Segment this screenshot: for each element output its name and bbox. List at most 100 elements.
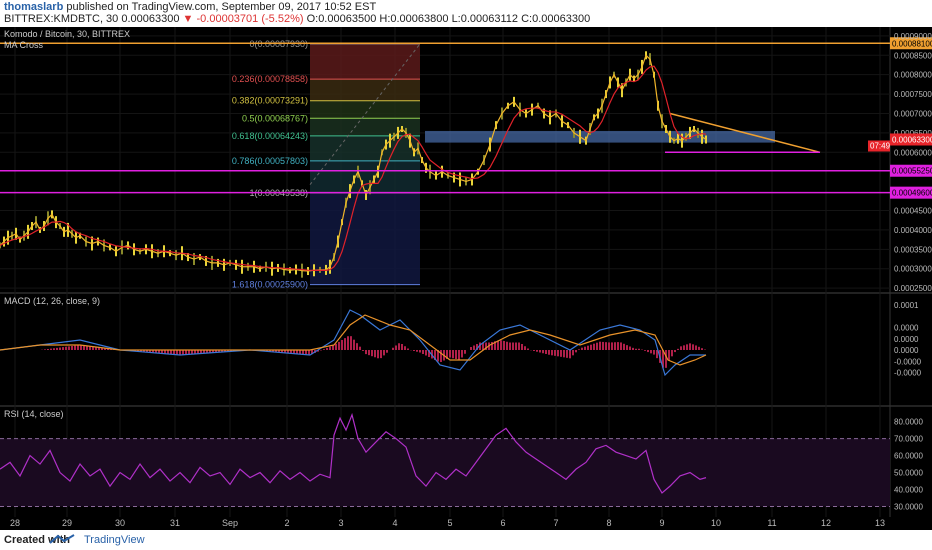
level-price-label: 0.00049600 [892, 189, 932, 198]
macd-tick-label: 0.0000 [894, 346, 919, 355]
level-price-tag [890, 37, 932, 50]
fib-zone [310, 100, 420, 119]
macd-pane-title: MACD (12, 26, close, 9) [4, 296, 100, 306]
level-price-tag [890, 164, 932, 177]
publish-info: published on TradingView.com, September … [66, 1, 377, 13]
fib-zone [310, 135, 420, 161]
rsi-tick-label: 80.0000 [894, 418, 923, 427]
descending-trendline [669, 112, 821, 154]
last-price: 0.00063300 [121, 13, 180, 25]
chart-canvas[interactable]: 0(0.00087930)0.236(0.00078858)0.382(0.00… [0, 27, 932, 530]
open-value: O:0.00063500 [306, 13, 377, 25]
tradingview-logo-icon [49, 534, 75, 544]
fib-zone [310, 160, 420, 193]
tradingview-brand[interactable]: TradingView [84, 534, 145, 546]
fib-zone [310, 118, 420, 136]
last-price-tag-label: 0.00063300 [892, 135, 932, 144]
countdown-tag [868, 140, 890, 152]
price-series [0, 51, 707, 278]
time-tick-label: 28 [10, 518, 20, 528]
fib-zone [310, 43, 420, 80]
time-tick-label: 12 [821, 518, 831, 528]
rsi-band-fill [0, 438, 890, 507]
rsi-tick-label: 40.0000 [894, 486, 923, 495]
down-arrow-icon: ▼ [182, 13, 194, 25]
chart-header: thomaslarb published on TradingView.com,… [0, 0, 932, 27]
author-link[interactable]: thomaslarb [4, 1, 64, 13]
time-axis: 28 29 30 31 Sep 2 3 4 5 6 7 8 9 10 11 12 13 [10, 518, 885, 528]
ma-cross-title: MA Cross [4, 40, 44, 50]
time-tick-label: 6 [500, 518, 505, 528]
time-tick-label: 9 [659, 518, 664, 528]
low-value: L:0.00063112 [451, 13, 519, 25]
time-tick-label: 2 [284, 518, 289, 528]
macd-tick-label: 0.0000 [894, 324, 919, 333]
time-tick-label: 29 [62, 518, 72, 528]
time-tick-label: 31 [170, 518, 180, 528]
rsi-line [0, 412, 707, 494]
time-tick-label: 5 [447, 518, 452, 528]
rsi-tick-label: 30.0000 [894, 503, 923, 512]
high-value: H:0.00063800 [379, 13, 449, 25]
chart-footer: Created with TradingView [0, 530, 932, 550]
countdown-label: 07:49 [870, 141, 891, 150]
fib-level-label: 0.786(0.00057803) [232, 156, 308, 166]
fib-level-label: 1.618(0.00025900) [232, 280, 308, 290]
time-tick-label: 13 [875, 518, 885, 528]
ma-fast-line [0, 54, 707, 272]
macd-tick-label: -0.0000 [894, 369, 922, 378]
fib-level-label: 0.382(0.00073291) [232, 96, 308, 106]
level-price-label: 0.00088100 [892, 39, 932, 48]
horizontal-levels[interactable]: 0.00088100 0.00055250 0.00049600 [0, 37, 932, 199]
time-tick-label: 11 [767, 518, 776, 528]
level-price-tag [890, 186, 932, 199]
macd-pane [0, 309, 707, 377]
rsi-tick-label: 50.0000 [894, 469, 923, 478]
fib-zone [310, 79, 420, 101]
fib-level-label: 0.236(0.00078858) [232, 74, 308, 84]
support-zone-box [425, 130, 775, 143]
time-tick-label: 30 [115, 518, 125, 528]
macd-line [0, 309, 706, 377]
macd-tick-label: 0.0000 [894, 335, 919, 344]
publish-line: thomaslarb published on TradingView.com,… [4, 1, 376, 13]
rsi-tick-label: 60.0000 [894, 452, 923, 461]
symbol-label: BITTREX:KMDBTC, 30 [4, 13, 119, 25]
macd-tick-label: -0.0000 [894, 357, 922, 366]
ohlc-line: BITTREX:KMDBTC, 30 0.00063300 ▼ -0.00003… [4, 13, 590, 25]
time-tick-label: Sep [222, 518, 238, 528]
created-with-label: Created with [4, 534, 71, 546]
close-value: C:0.00063300 [521, 13, 591, 25]
macd-tick-label: 0.0001 [894, 301, 919, 310]
time-tick-label: 10 [711, 518, 721, 528]
ma-slow-line [0, 65, 707, 271]
last-price-tag [890, 133, 932, 146]
fib-level-label: 0.618(0.00064243) [232, 131, 308, 141]
time-tick-label: 8 [606, 518, 611, 528]
support-zones[interactable] [425, 112, 821, 154]
main-pane-title: Komodo / Bitcoin, 30, BITTREX [4, 29, 130, 39]
fib-level-label: 0.5(0.00068767) [242, 113, 308, 123]
rsi-pane-title: RSI (14, close) [4, 409, 64, 419]
time-tick-label: 3 [338, 518, 343, 528]
level-price-label: 0.00055250 [892, 167, 932, 176]
time-tick-label: 4 [392, 518, 397, 528]
macd-signal-line [0, 314, 707, 366]
change-value: -0.00003701 (-5.52%) [196, 13, 304, 25]
time-tick-label: 7 [553, 518, 558, 528]
rsi-tick-label: 70.0000 [894, 435, 923, 444]
